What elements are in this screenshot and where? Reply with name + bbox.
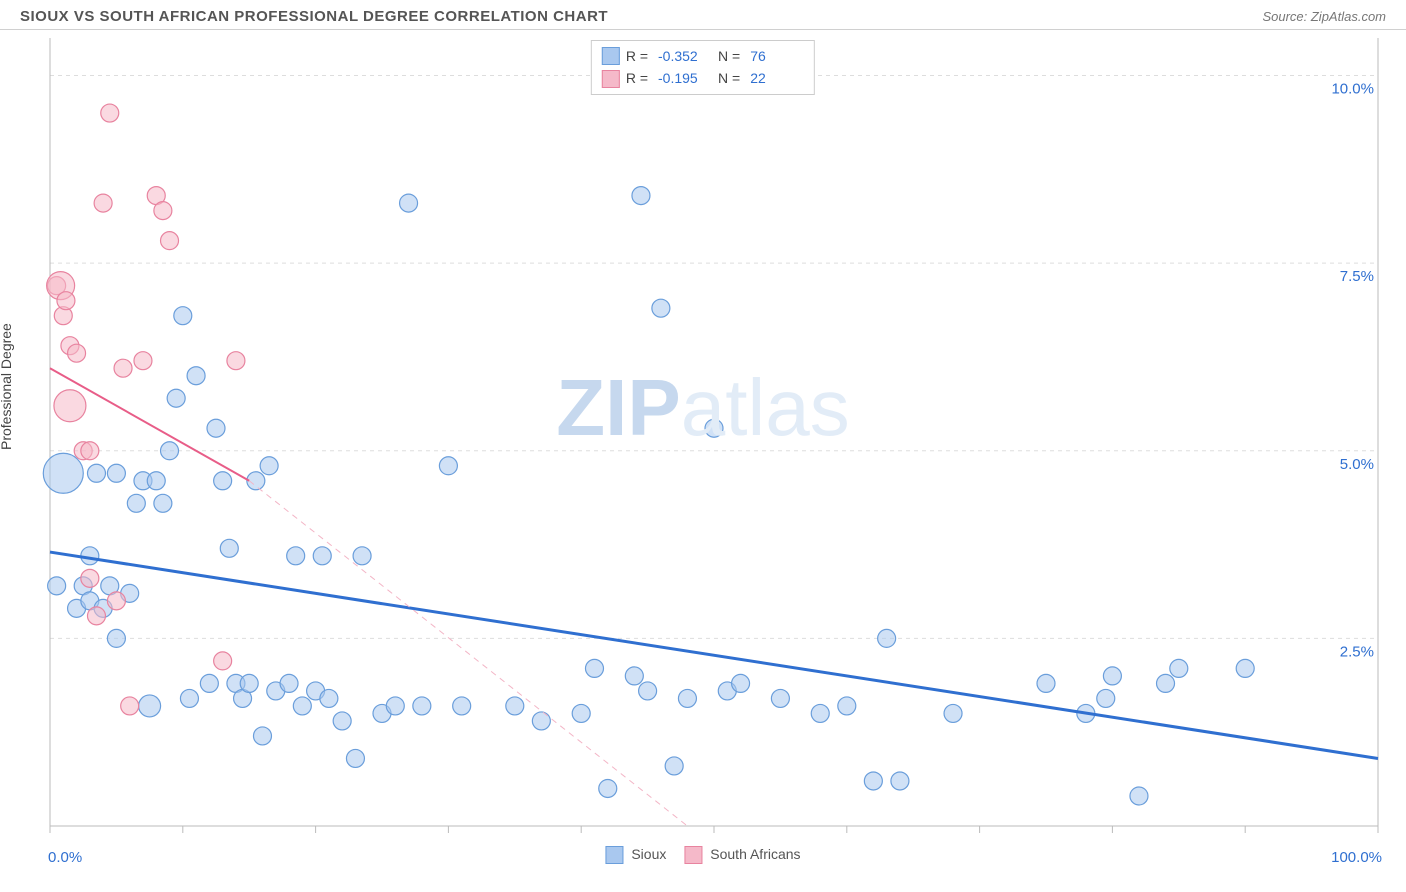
svg-text:7.5%: 7.5% xyxy=(1340,268,1374,285)
svg-text:2.5%: 2.5% xyxy=(1340,643,1374,660)
scatter-chart: 2.5% 5.0% 7.5% 10.0% xyxy=(0,30,1406,870)
legend-row-sioux: R = -0.352 N = 76 xyxy=(602,45,804,67)
legend-r-value-sioux: -0.352 xyxy=(658,45,712,67)
x-axis-min-label: 0.0% xyxy=(48,849,82,866)
legend-item-sioux: Sioux xyxy=(605,846,666,864)
legend-r-label: R = xyxy=(626,45,648,67)
header: SIOUX VS SOUTH AFRICAN PROFESSIONAL DEGR… xyxy=(0,0,1406,30)
legend-correlation: R = -0.352 N = 76 R = -0.195 N = 22 xyxy=(591,40,815,95)
y-axis-label: Professional Degree xyxy=(0,323,14,450)
legend-swatch-sioux xyxy=(602,47,620,65)
legend-item-sa: South Africans xyxy=(684,846,800,864)
legend-n-value-sa: 22 xyxy=(750,67,804,89)
legend-n-value-sioux: 76 xyxy=(750,45,804,67)
legend-n-label: N = xyxy=(718,45,740,67)
legend-n-label: N = xyxy=(718,67,740,89)
legend-label-sa: South Africans xyxy=(710,846,800,862)
legend-swatch-icon xyxy=(684,846,702,864)
svg-text:10.0%: 10.0% xyxy=(1331,81,1374,98)
legend-r-value-sa: -0.195 xyxy=(658,67,712,89)
legend-r-label: R = xyxy=(626,67,648,89)
legend-label-sioux: Sioux xyxy=(631,846,666,862)
svg-text:5.0%: 5.0% xyxy=(1340,456,1374,473)
source-label: Source: ZipAtlas.com xyxy=(1262,9,1386,24)
legend-series: Sioux South Africans xyxy=(605,846,800,864)
chart-title: SIOUX VS SOUTH AFRICAN PROFESSIONAL DEGR… xyxy=(20,8,608,25)
x-axis-max-label: 100.0% xyxy=(1331,849,1382,866)
chart-container: Professional Degree ZIPatlas 2.5%5.0%7.5… xyxy=(0,30,1406,870)
legend-swatch-sa xyxy=(602,70,620,88)
legend-row-sa: R = -0.195 N = 22 xyxy=(602,67,804,89)
legend-swatch-icon xyxy=(605,846,623,864)
